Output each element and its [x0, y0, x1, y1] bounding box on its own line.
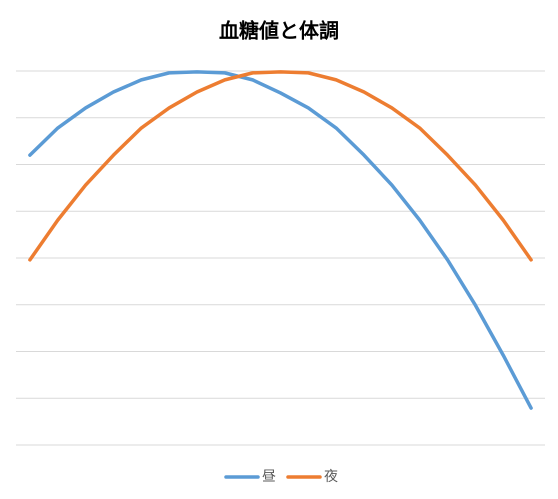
series-line [28, 70, 533, 262]
legend-label: 夜 [324, 469, 338, 485]
chart-title: 血糖値と体調 [219, 19, 339, 43]
series-line [28, 70, 533, 410]
legend-label: 昼 [262, 469, 276, 485]
